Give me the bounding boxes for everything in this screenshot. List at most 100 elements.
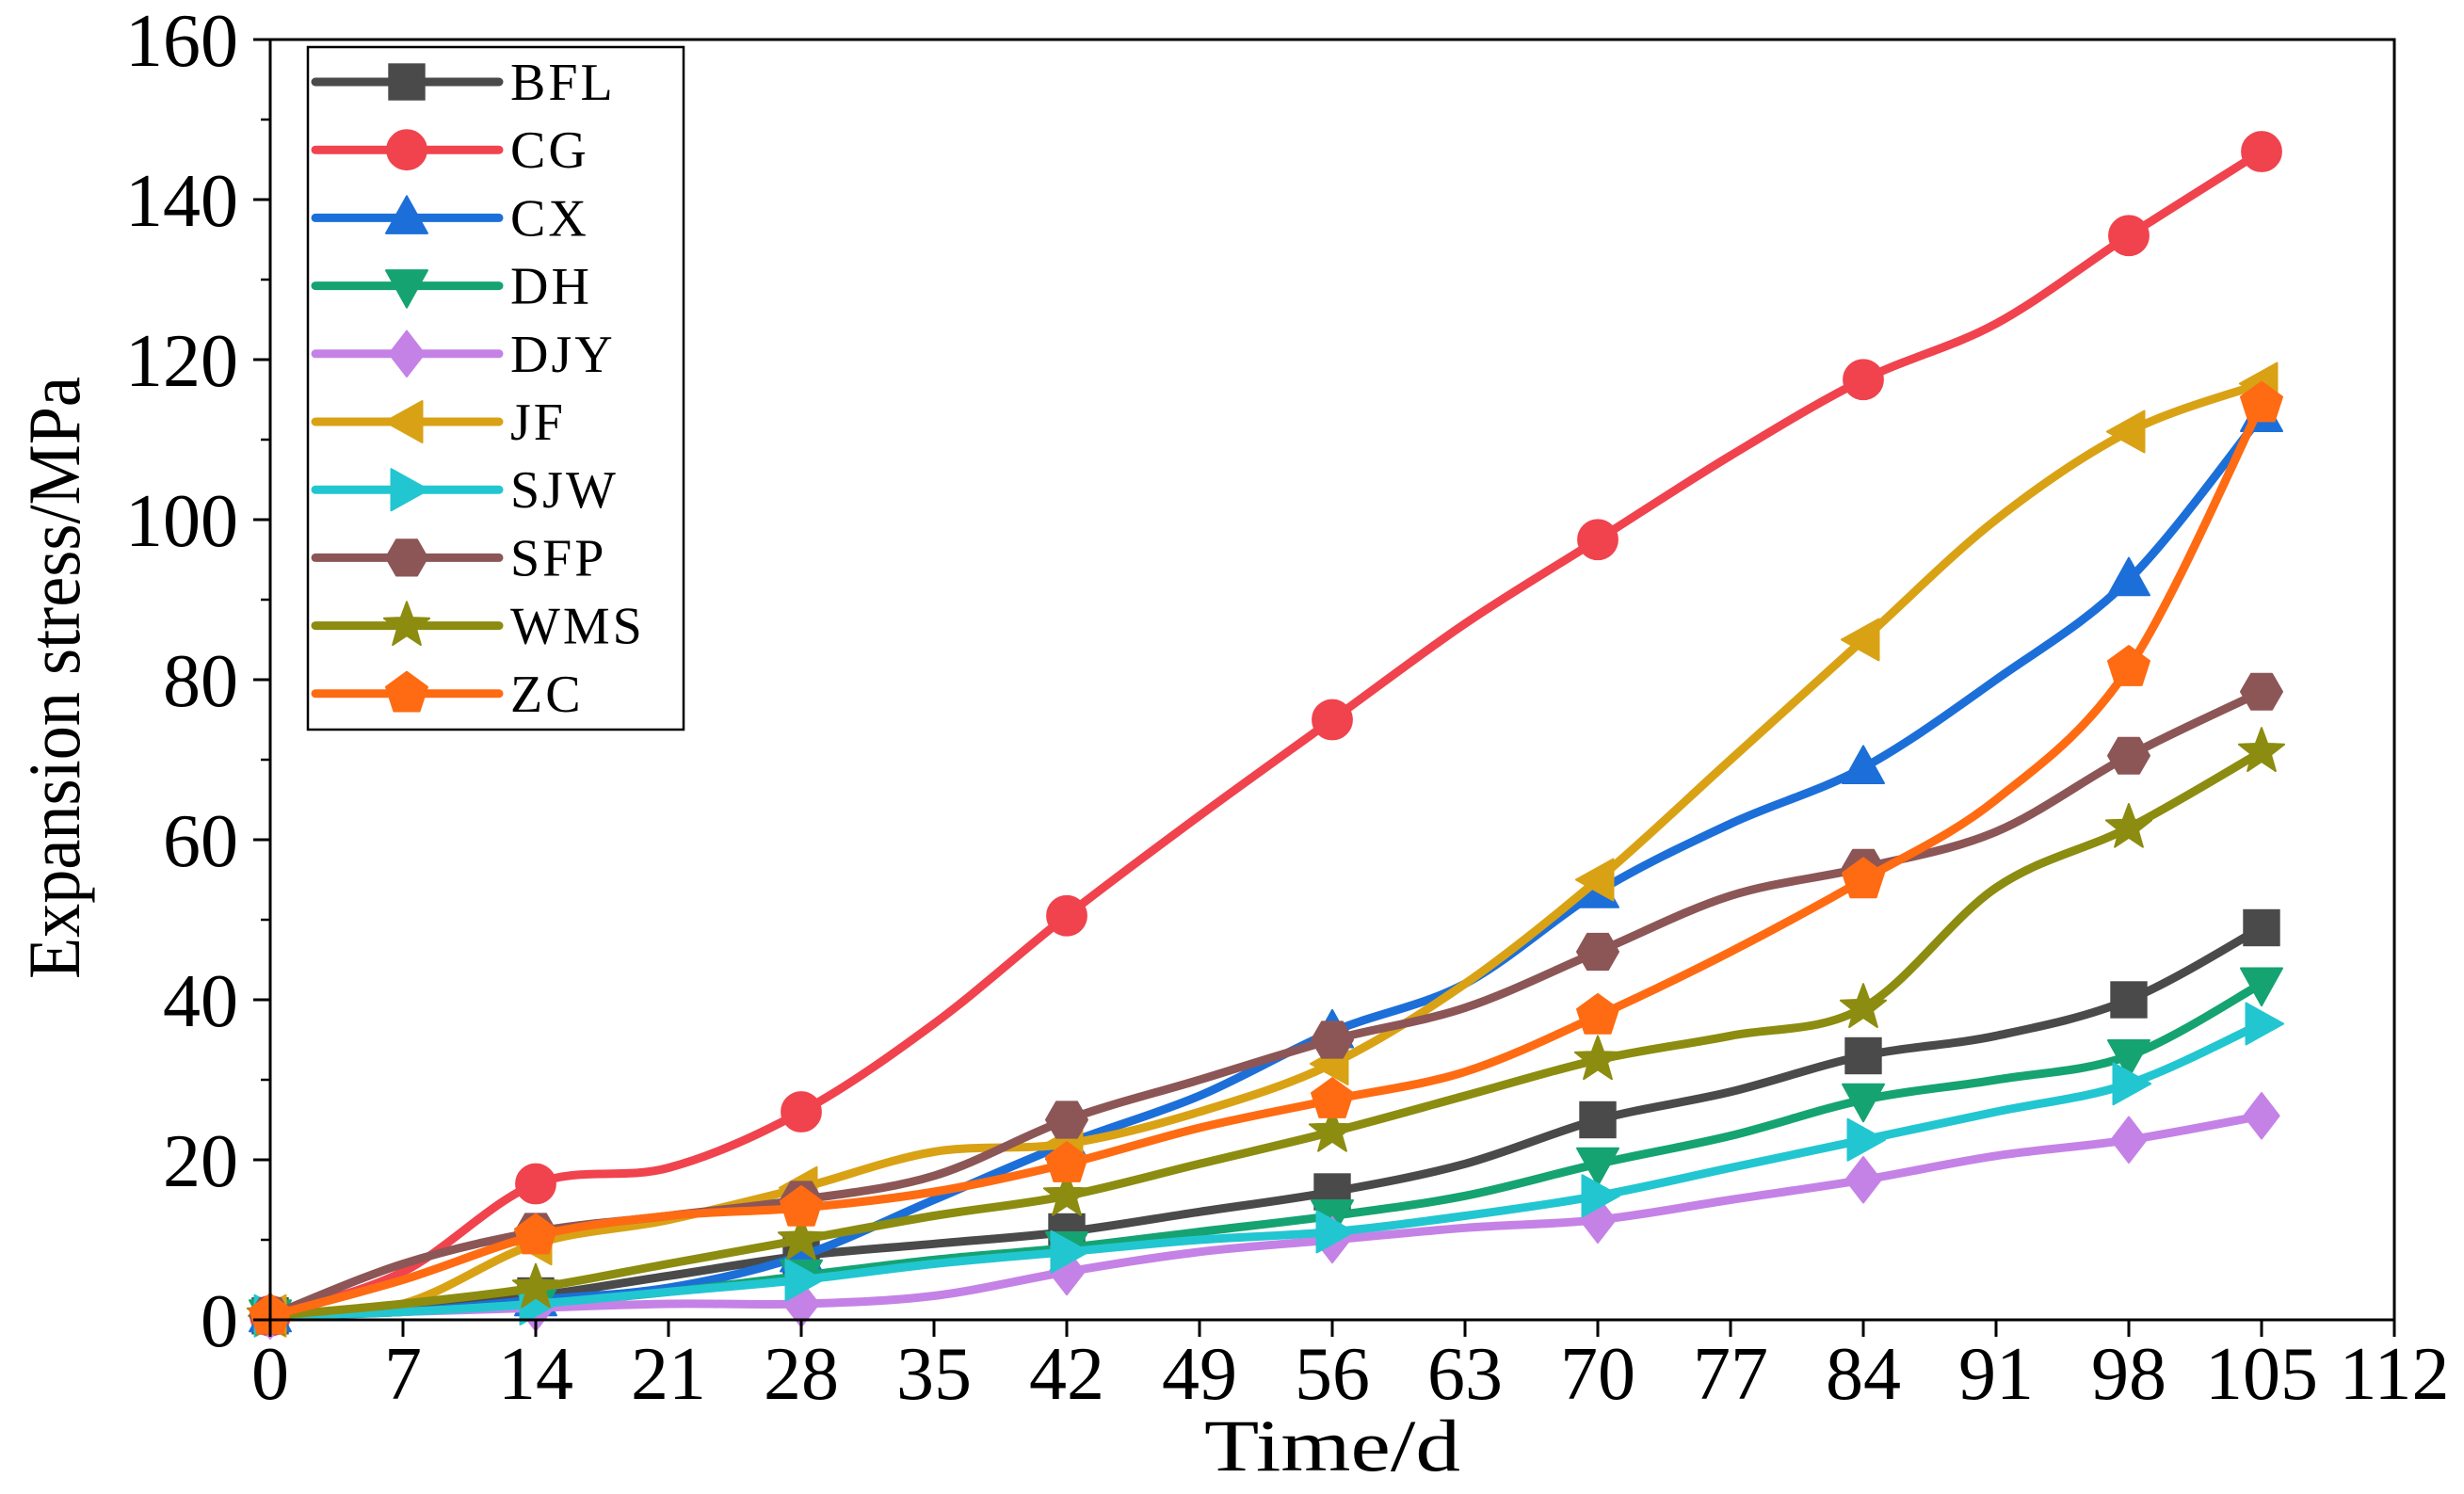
x-tick-label-7: 7 [384, 1333, 422, 1416]
legend-box [306, 45, 685, 731]
series-line-cg [266, 147, 2266, 1321]
legend-marker-jf [383, 400, 424, 443]
y-tick-label-160: 160 [125, 0, 238, 83]
legend-item-wms: WMS [311, 598, 642, 656]
marker-wms-day-105 [2237, 727, 2286, 772]
marker-jf-day-98 [2105, 410, 2146, 454]
legend-marker-cg [386, 129, 427, 171]
legend-label-zc: ZC [510, 666, 584, 724]
axis-layer: 0 7 14 21 28 35 42 49 56 63 70 77 84 91 98 105 112 0 20 40 6… [125, 0, 2450, 1416]
marker-sfp-day-98 [2107, 736, 2150, 775]
legend-label-jf: JF [510, 394, 566, 452]
x-tick-label-42: 42 [1029, 1333, 1104, 1416]
y-tick-label-60: 60 [163, 800, 238, 883]
marker-sfp-day-105 [2240, 672, 2283, 711]
x-tick-label-28: 28 [764, 1333, 839, 1416]
marker-sfp-day-70 [1576, 932, 1619, 972]
marker-zc-day-105 [2240, 380, 2283, 423]
marker-zc-day-70 [1576, 992, 1619, 1035]
series-layer [246, 131, 2286, 1340]
x-tick-label-91: 91 [1958, 1333, 2034, 1416]
marker-bfl-day-98 [2110, 981, 2148, 1019]
legend-marker-djy [388, 329, 426, 378]
marker-wms-day-28 [777, 1214, 826, 1261]
series-line-bfl [266, 924, 2266, 1321]
marker-sfp-day-42 [1045, 1100, 1088, 1139]
series-zc [249, 380, 2283, 1335]
y-tick-label-20: 20 [163, 1120, 238, 1203]
marker-zc-day-98 [2107, 645, 2150, 686]
legend-item-jf: JF [311, 394, 566, 452]
marker-zc-day-14 [514, 1213, 557, 1255]
marker-dh-day-70 [1576, 1147, 1619, 1187]
y-axis-title: Expansion stress/MPa [13, 377, 95, 979]
legend-marker-cx [385, 195, 428, 234]
legend-marker-bfl [388, 63, 426, 101]
marker-cg-day-70 [1577, 519, 1619, 561]
y-tick-label-100: 100 [125, 480, 238, 563]
legend-label-dh: DH [510, 258, 592, 316]
x-tick-label-21: 21 [631, 1333, 706, 1416]
marker-zc-day-42 [1045, 1141, 1088, 1182]
marker-cx-day-98 [2107, 556, 2150, 597]
marker-jf-day-84 [1840, 618, 1880, 662]
marker-dh-day-98 [2107, 1039, 2150, 1079]
legend-label-sfp: SFP [510, 529, 606, 587]
legend-marker-wms [382, 601, 431, 647]
marker-zc-day-28 [780, 1184, 823, 1227]
marker-sfp-day-56 [1311, 1020, 1354, 1059]
marker-bfl-day-70 [1579, 1100, 1617, 1139]
legend-item-cg: CG [311, 121, 589, 180]
marker-cg-day-105 [2241, 131, 2282, 172]
series-wms [246, 727, 2286, 1337]
y-tick-label-80: 80 [163, 640, 238, 723]
marker-cg-day-98 [2108, 215, 2150, 257]
legend-item-sjw: SJW [311, 461, 619, 520]
marker-cx-day-84 [1842, 745, 1885, 784]
series-line-sjw [266, 1020, 2266, 1321]
marker-wms-day-56 [1308, 1107, 1357, 1152]
x-tick-label-14: 14 [498, 1333, 573, 1416]
x-tick-label-84: 84 [1826, 1333, 1901, 1416]
marker-djy-day-84 [1844, 1156, 1882, 1204]
marker-wms-day-42 [1042, 1171, 1091, 1216]
x-tick-label-77: 77 [1693, 1333, 1768, 1416]
marker-sjw-day-42 [1050, 1229, 1090, 1274]
x-tick-label-70: 70 [1560, 1333, 1635, 1416]
y-tick-label-0: 0 [201, 1280, 238, 1363]
marker-cg-day-42 [1046, 894, 1087, 937]
x-tick-label-63: 63 [1427, 1333, 1503, 1416]
x-tick-label-49: 49 [1162, 1333, 1237, 1416]
x-tick-label-0: 0 [251, 1333, 289, 1416]
marker-dh-day-84 [1842, 1083, 1885, 1123]
marker-sjw-day-28 [784, 1258, 825, 1302]
marker-dh-day-105 [2240, 967, 2283, 1007]
legend-label-sjw: SJW [510, 461, 619, 520]
legend-label-cx: CX [510, 189, 589, 248]
legend: BFL CG CX DH DJY JF SJW SFP WMS ZC [306, 45, 685, 731]
y-tick-label-140: 140 [125, 160, 238, 243]
legend-item-cx: CX [311, 189, 589, 248]
x-tick-label-35: 35 [896, 1333, 972, 1416]
y-tick-label-40: 40 [163, 960, 238, 1043]
marker-wms-day-98 [2104, 803, 2153, 848]
legend-label-djy: DJY [510, 326, 616, 384]
legend-marker-sjw [390, 468, 430, 512]
legend-item-dh: DH [311, 258, 592, 316]
series-line-wms [266, 747, 2266, 1321]
marker-zc-day-84 [1842, 857, 1885, 899]
marker-jf-day-70 [1574, 858, 1615, 902]
legend-marker-sfp [385, 538, 428, 577]
x-tick-label-98: 98 [2091, 1333, 2166, 1416]
marker-wms-day-14 [511, 1262, 560, 1309]
legend-item-djy: DJY [311, 326, 616, 384]
marker-sjw-day-105 [2245, 1002, 2285, 1046]
marker-cg-day-14 [515, 1163, 556, 1205]
marker-bfl-day-84 [1844, 1036, 1882, 1075]
legend-marker-dh [385, 269, 428, 309]
series-line-jf [266, 379, 2266, 1321]
marker-sjw-day-70 [1581, 1174, 1621, 1218]
marker-sjw-day-84 [1846, 1117, 1887, 1162]
legend-label-cg: CG [510, 121, 589, 180]
